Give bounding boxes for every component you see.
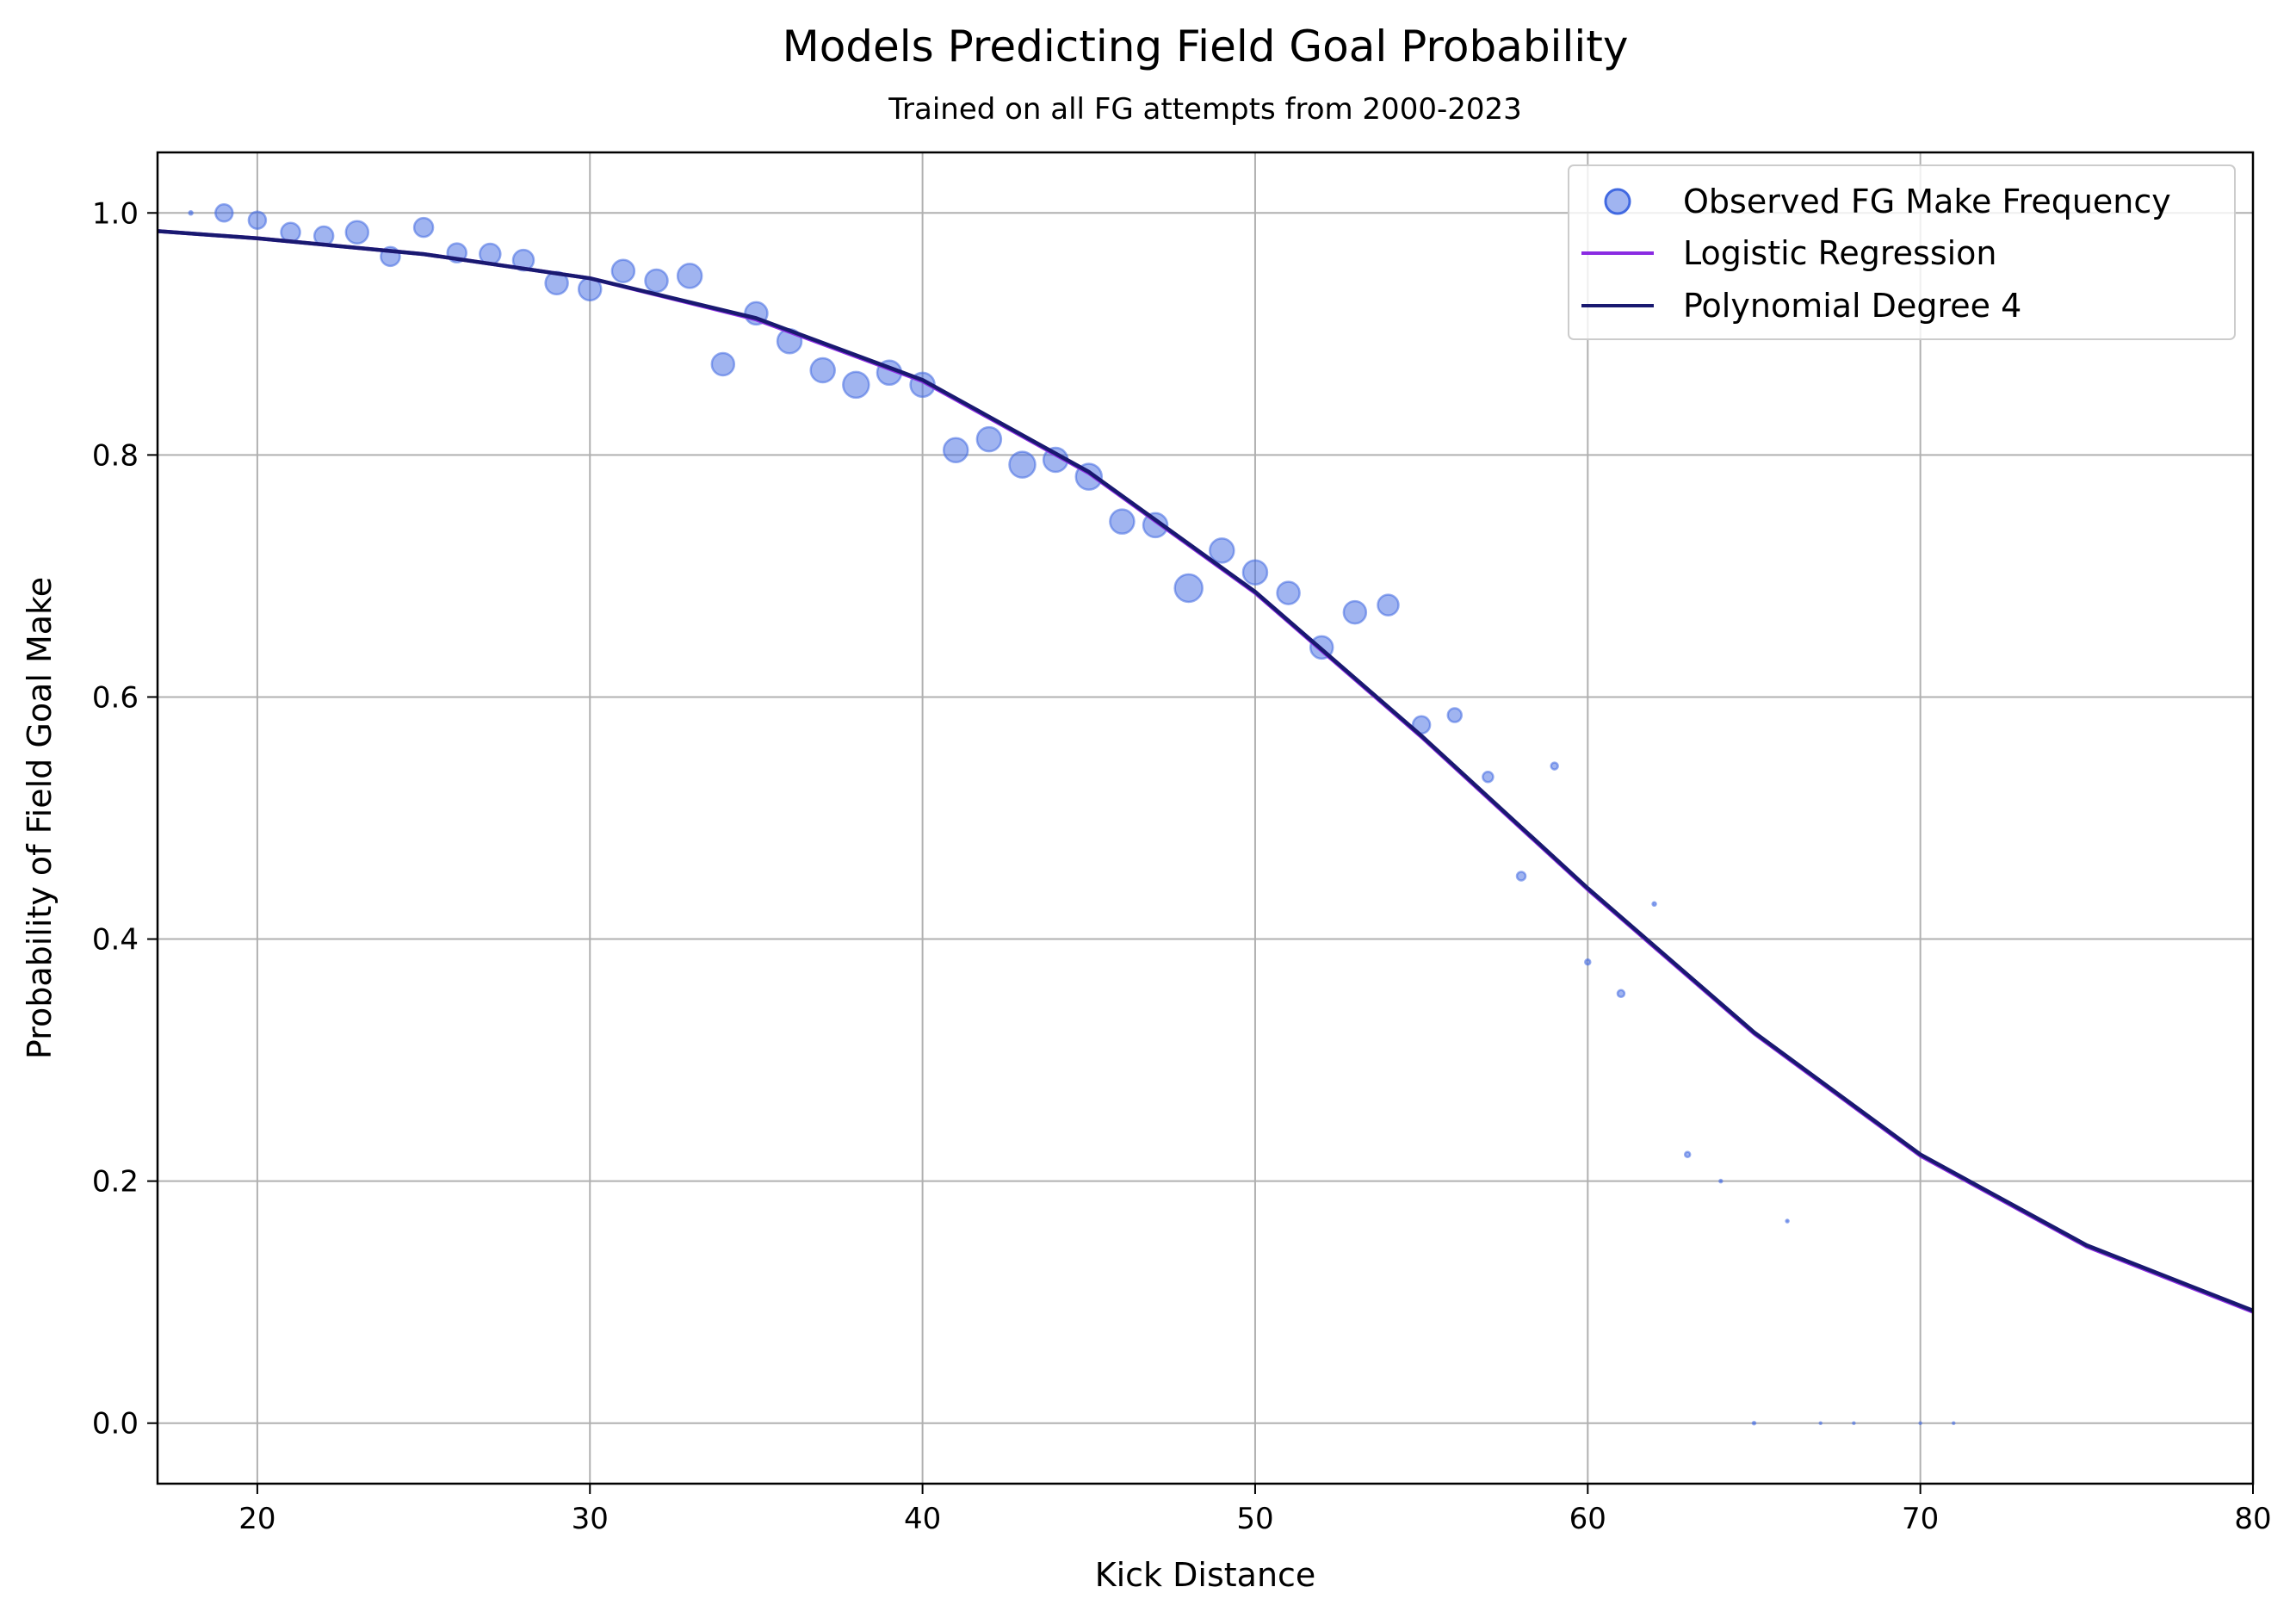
- scatter-point: [1550, 761, 1559, 771]
- scatter-point: [942, 437, 969, 463]
- scatter-series: [188, 203, 1956, 1426]
- scatter-point: [1482, 770, 1495, 784]
- x-tick-label: 40: [904, 1502, 941, 1536]
- scatter-point: [1718, 1178, 1724, 1184]
- scatter-point: [1918, 1421, 1922, 1425]
- scatter-point: [610, 258, 636, 283]
- y-axis-label: Probability of Field Goal Make: [21, 577, 59, 1059]
- scatter-point: [344, 220, 370, 245]
- scatter-point: [975, 425, 1003, 453]
- scatter-point: [1142, 511, 1169, 539]
- scatter-point: [842, 370, 870, 400]
- scatter-point: [247, 210, 268, 230]
- logistic-regression-line: [157, 229, 2254, 1314]
- scatter-point: [809, 356, 836, 384]
- line-series: [157, 229, 2254, 1314]
- scatter-point: [1241, 559, 1269, 586]
- scatter-point: [1683, 1150, 1692, 1158]
- scatter-point: [1852, 1421, 1856, 1425]
- scatter-point: [676, 263, 703, 289]
- polynomial-degree-4-line: [157, 229, 2254, 1313]
- x-tick-label: 30: [572, 1502, 609, 1536]
- legend-box: [1568, 164, 2236, 340]
- scatter-point: [1584, 958, 1592, 966]
- y-tick-label: 0.8: [92, 438, 139, 473]
- y-tick-label: 0.2: [92, 1165, 139, 1200]
- scatter-point: [1276, 580, 1301, 605]
- chart-subtitle: Trained on all FG attempts from 2000-202…: [888, 92, 1522, 127]
- scatter-point: [214, 203, 234, 223]
- legend-label-polynomial: Polynomial Degree 4: [1683, 287, 2021, 325]
- x-tick-label: 60: [1569, 1502, 1606, 1536]
- scatter-point: [412, 216, 435, 239]
- chart-title: Models Predicting Field Goal Probability: [783, 22, 1629, 71]
- y-axis: 0.0 0.2 0.4 0.6 0.8 1.0: [92, 196, 158, 1441]
- x-tick-label: 20: [238, 1502, 275, 1536]
- scatter-point: [1785, 1218, 1790, 1224]
- y-tick-label: 1.0: [92, 196, 139, 231]
- scatter-point: [1109, 508, 1136, 535]
- scatter-point: [1616, 989, 1626, 999]
- y-tick-label: 0.0: [92, 1407, 139, 1441]
- x-axis-label: Kick Distance: [1095, 1556, 1316, 1594]
- scatter-point: [1651, 901, 1657, 908]
- scatter-point: [1515, 871, 1527, 882]
- scatter-point: [1008, 450, 1037, 479]
- grid: [158, 152, 2254, 1484]
- scatter-point: [280, 221, 301, 244]
- scatter-point: [1751, 1420, 1757, 1426]
- scatter-point: [644, 268, 669, 294]
- scatter-point: [1209, 537, 1235, 564]
- x-tick-label: 80: [2234, 1502, 2271, 1536]
- legend-marker-scatter: [1604, 188, 1631, 215]
- y-tick-label: 0.4: [92, 923, 139, 958]
- legend: Observed FG Make Frequency Logistic Regr…: [1568, 164, 2236, 340]
- scatter-point: [1952, 1421, 1956, 1425]
- scatter-point: [1173, 573, 1204, 604]
- legend-label-logistic: Logistic Regression: [1683, 234, 1997, 272]
- y-tick-label: 0.6: [92, 680, 139, 715]
- x-tick-label: 70: [1902, 1502, 1939, 1536]
- scatter-point: [1818, 1421, 1823, 1425]
- x-axis: 20 30 40 50 60 70 80: [238, 1484, 2272, 1536]
- scatter-point: [1446, 707, 1464, 723]
- legend-label-observed: Observed FG Make Frequency: [1683, 183, 2171, 220]
- scatter-point: [188, 210, 194, 216]
- plot-frame: [156, 151, 2255, 1485]
- scatter-point: [710, 351, 736, 377]
- scatter-point: [1377, 593, 1400, 617]
- x-tick-label: 50: [1236, 1502, 1273, 1536]
- scatter-point: [1342, 599, 1368, 625]
